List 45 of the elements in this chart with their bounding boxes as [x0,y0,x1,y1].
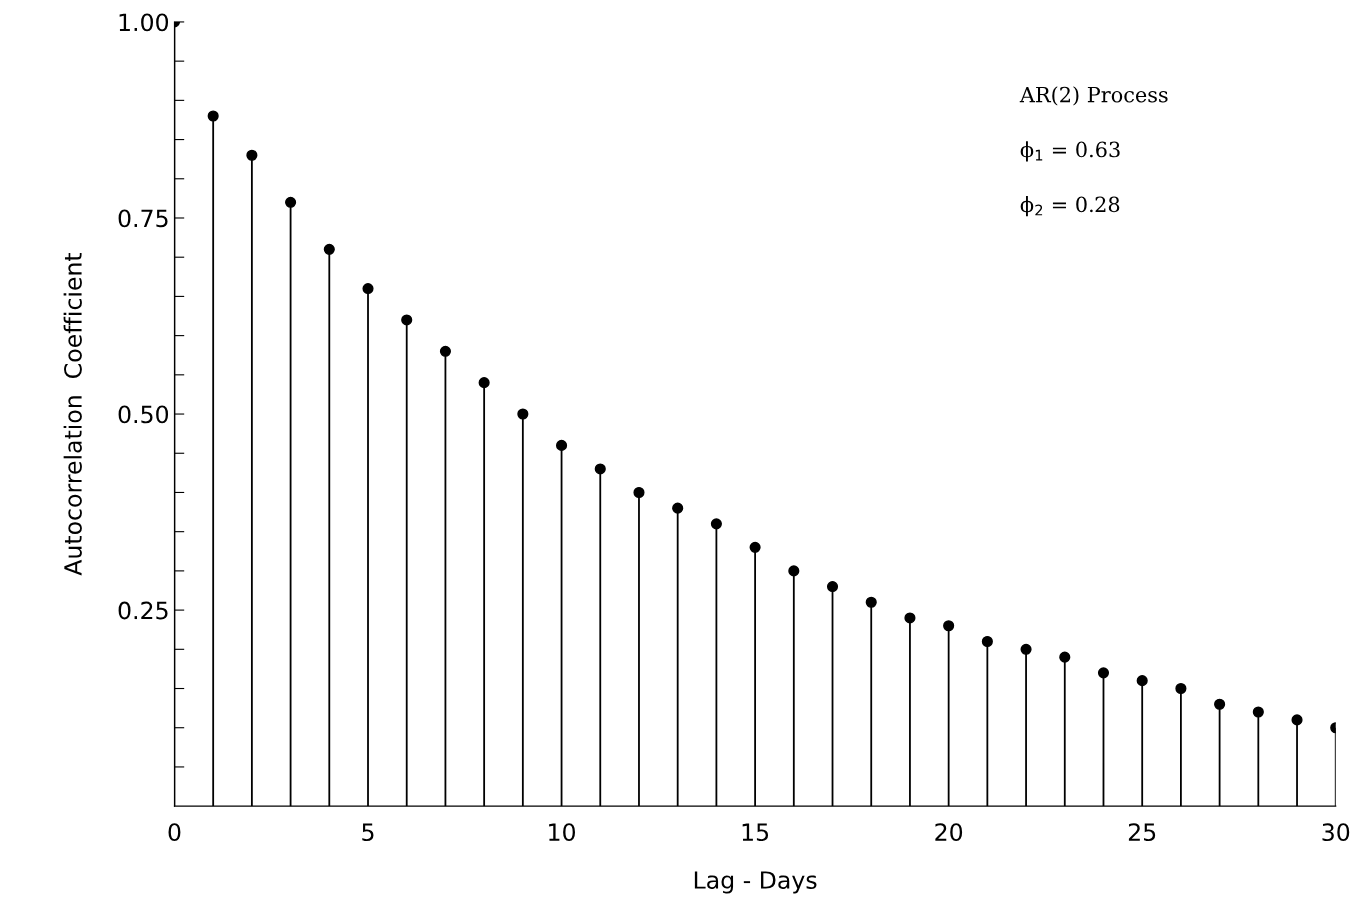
point [285,196,297,208]
point [323,243,335,255]
point [865,596,877,608]
x-tick-label: 0 [168,823,181,842]
point [1252,706,1264,718]
annotation: AR(2) Process [1019,86,1168,106]
point [710,518,722,530]
point [439,345,451,357]
point [1059,651,1071,663]
point [904,612,916,624]
point [1291,714,1303,726]
point [1097,667,1110,679]
point [826,581,839,593]
point [207,110,219,122]
point [517,408,529,420]
point [1020,643,1032,655]
point [246,149,258,161]
x-tick-label: 20 [935,823,963,842]
annotation: ϕ$_{1}$ = 0.63 [1020,141,1120,162]
annotation: ϕ$_{2}$ = 0.28 [1020,196,1120,217]
y-tick-label: 0.75 [118,209,168,228]
y-axis-title: Autocorrelation Coefficient [63,252,82,576]
point [401,314,413,326]
x-tick-label: 10 [549,823,576,842]
point [1136,675,1148,687]
y-tick-label: 1.00 [119,13,169,32]
point [555,439,568,451]
point [672,502,684,514]
x-axis-title: Lag - Days [694,871,817,894]
x-tick-label: 30 [1322,823,1350,842]
point [362,283,374,295]
point [594,463,606,475]
x-tick-label: 5 [362,823,374,842]
point [1175,682,1187,695]
point [943,620,955,632]
point [749,541,761,553]
y-tick-label: 0.25 [118,601,168,620]
point [1214,698,1226,710]
point [633,486,645,499]
y-tick-label: 0.50 [118,405,169,424]
point [478,377,490,389]
x-tick-label: 25 [1128,823,1156,842]
point [788,565,800,577]
x-tick-label: 15 [742,823,769,842]
point [981,635,993,648]
